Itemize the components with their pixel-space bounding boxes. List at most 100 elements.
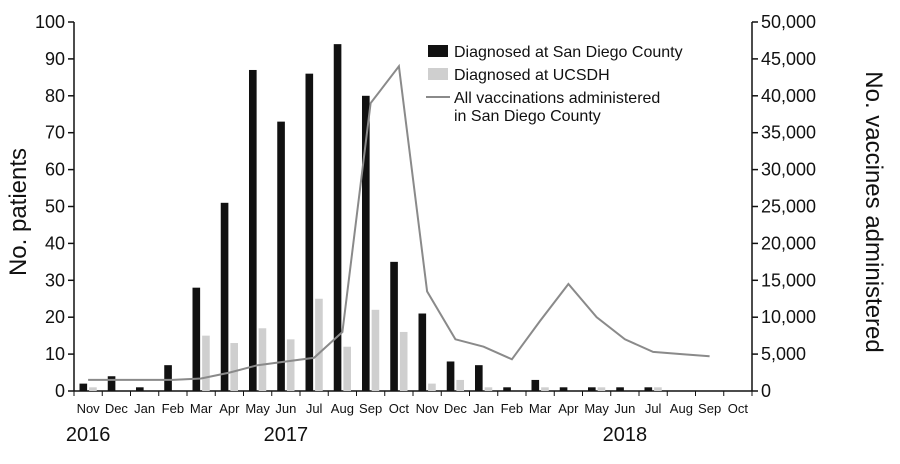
y2-tick-label: 50,000 <box>761 12 816 32</box>
bar-county <box>446 361 455 391</box>
bar-county <box>361 95 370 392</box>
legend-swatch-county <box>428 45 448 57</box>
x-tick-label: Feb <box>162 401 184 416</box>
bar-county <box>503 387 511 391</box>
legend-label-vaccinations-line1: All vaccinations administered <box>454 90 660 107</box>
y-tick-label: 20 <box>45 307 65 327</box>
bar-ucsdh <box>399 331 408 391</box>
y-tick-label: 100 <box>35 12 65 32</box>
bar-ucsdh <box>230 343 239 391</box>
bar-county <box>333 44 342 391</box>
legend-label-ucsdh: Diagnosed at UCSDH <box>454 67 610 84</box>
bar-ucsdh <box>541 387 549 391</box>
x-tick-label: Oct <box>389 401 410 416</box>
x-tick-label: Aug <box>670 401 693 416</box>
x-tick-label: Dec <box>105 401 129 416</box>
x-tick-label: Mar <box>529 401 552 416</box>
y-tick-label: 0 <box>55 381 65 401</box>
x-tick-label: Nov <box>77 401 101 416</box>
vaccinations-line <box>88 63 710 381</box>
bars-ucsdh <box>89 298 662 391</box>
bar-county <box>277 121 285 391</box>
x-tick-label: Mar <box>190 401 213 416</box>
bar-ucsdh <box>428 383 436 391</box>
x-tick-label: Jun <box>275 401 296 416</box>
y-tick-label: 70 <box>45 123 65 143</box>
y2-tick-label: 45,000 <box>761 49 816 69</box>
x-tick-label: Aug <box>331 401 354 416</box>
y-tick-label: 10 <box>45 344 65 364</box>
bar-county <box>164 365 172 391</box>
y-tick-label: 30 <box>45 270 65 290</box>
bar-county <box>390 261 398 391</box>
x-tick-label: Jul <box>645 401 662 416</box>
x-tick-label: Nov <box>416 401 440 416</box>
y-tick-label: 40 <box>45 233 65 253</box>
year-label: 2017 <box>264 424 309 446</box>
y2-tick-label: 15,000 <box>761 270 816 290</box>
x-tick-label: Jun <box>614 401 635 416</box>
bar-ucsdh <box>654 387 662 391</box>
x-tick-label: Dec <box>444 401 468 416</box>
axes <box>68 21 758 396</box>
bar-county <box>79 383 88 391</box>
bar-county <box>559 387 568 391</box>
y-tick-label: 90 <box>45 49 65 69</box>
x-tick-label: Apr <box>558 401 579 416</box>
y-tick-label: 60 <box>45 160 65 180</box>
bar-ucsdh <box>315 298 323 391</box>
x-tick-label: Oct <box>728 401 749 416</box>
x-tick-label: May <box>245 401 270 416</box>
bar-ucsdh <box>286 339 295 391</box>
y2-axis-title: No. vaccines administered <box>860 71 887 352</box>
bars-san-diego-county <box>79 44 653 392</box>
x-tick-label: Apr <box>219 401 240 416</box>
bar-county <box>644 387 653 391</box>
y2-tick-label: 10,000 <box>761 307 816 327</box>
bar-county <box>474 365 483 391</box>
bar-county <box>220 202 229 391</box>
x-tick-label: Jul <box>306 401 323 416</box>
x-tick-label: Feb <box>501 401 523 416</box>
bar-county <box>616 387 624 391</box>
y2-tick-label: 30,000 <box>761 160 816 180</box>
x-tick-label: Jan <box>134 401 155 416</box>
bar-county <box>248 69 257 391</box>
bar-ucsdh <box>89 387 97 391</box>
y-tick-label: 50 <box>45 197 65 217</box>
x-tick-label: Sep <box>359 401 382 416</box>
legend: Diagnosed at San Diego County Diagnosed … <box>426 44 683 125</box>
y2-tick-label: 5,000 <box>761 344 806 364</box>
y2-tick-label: 0 <box>761 381 771 401</box>
y2-tick-label: 35,000 <box>761 123 816 143</box>
y-tick-label: 80 <box>45 86 65 106</box>
y2-tick-label: 40,000 <box>761 86 816 106</box>
x-tick-label: Sep <box>698 401 721 416</box>
vaccinations-polyline <box>88 63 710 381</box>
tick-labels: 0 10 20 30 40 50 60 70 80 90 100 0 5,000 10,000 15,000… <box>35 12 816 446</box>
bar-ucsdh <box>202 335 210 391</box>
bar-ucsdh <box>371 309 380 391</box>
bar-county <box>135 387 144 391</box>
bar-ucsdh <box>258 328 267 391</box>
legend-swatch-ucsdh <box>428 68 448 80</box>
bar-ucsdh <box>597 387 606 391</box>
year-label: 2016 <box>66 424 111 446</box>
bar-county <box>192 287 201 391</box>
y2-tick-label: 20,000 <box>761 233 816 253</box>
bar-ucsdh <box>456 379 465 391</box>
year-label: 2018 <box>603 424 648 446</box>
x-tick-label: Jan <box>473 401 494 416</box>
bar-ucsdh <box>343 346 352 391</box>
bar-ucsdh <box>484 387 493 391</box>
legend-label-county: Diagnosed at San Diego County <box>454 44 683 61</box>
bar-county <box>531 379 540 391</box>
y-axis-title: No. patients <box>5 148 32 276</box>
bar-county <box>587 387 596 391</box>
y2-tick-label: 25,000 <box>761 197 816 217</box>
x-tick-label: May <box>584 401 609 416</box>
bar-county <box>418 313 427 391</box>
bar-county <box>107 376 116 391</box>
bar-county <box>305 73 314 391</box>
